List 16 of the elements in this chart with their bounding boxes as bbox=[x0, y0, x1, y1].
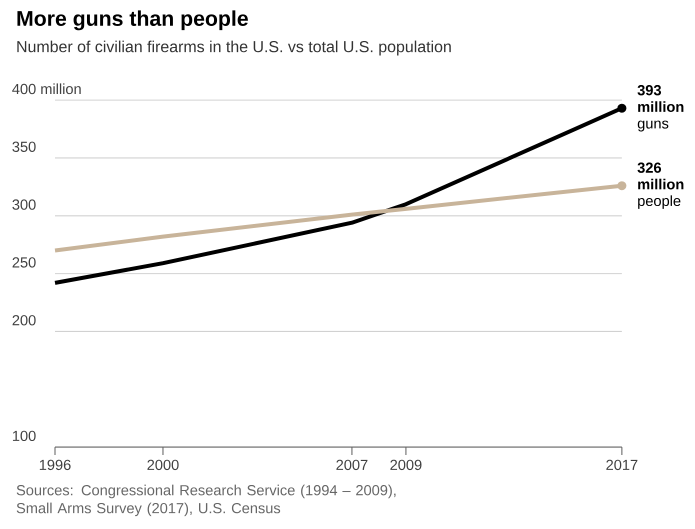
y-tick-label: 300 bbox=[12, 199, 36, 210]
y-tick-label: 350 bbox=[12, 142, 36, 152]
x-tick-label: 2007 bbox=[336, 460, 368, 470]
chart-title: More guns than people bbox=[17, 10, 248, 30]
x-tick-label: 1996 bbox=[40, 460, 71, 470]
y-tick-label: 400 million bbox=[12, 83, 81, 94]
annotation: 393 million guns bbox=[638, 85, 684, 132]
source-note: Sources: Congressional Research Service (1994 – 2009), Small Arms Survey (2017), U.S. Census bbox=[16, 484, 396, 516]
y-tick-label: 200 bbox=[12, 315, 36, 326]
x-tick-label: 2000 bbox=[147, 460, 179, 470]
y-tick-label: 250 bbox=[12, 257, 36, 268]
chart-subtitle: Number of civilian firearms in the U.S. vs total U.S. population bbox=[17, 40, 451, 56]
annotation: 326 million people bbox=[638, 162, 684, 209]
y-tick-label: 100 bbox=[12, 430, 36, 442]
x-tick-label: 2009 bbox=[390, 460, 422, 470]
x-tick-label: 2017 bbox=[606, 460, 638, 470]
